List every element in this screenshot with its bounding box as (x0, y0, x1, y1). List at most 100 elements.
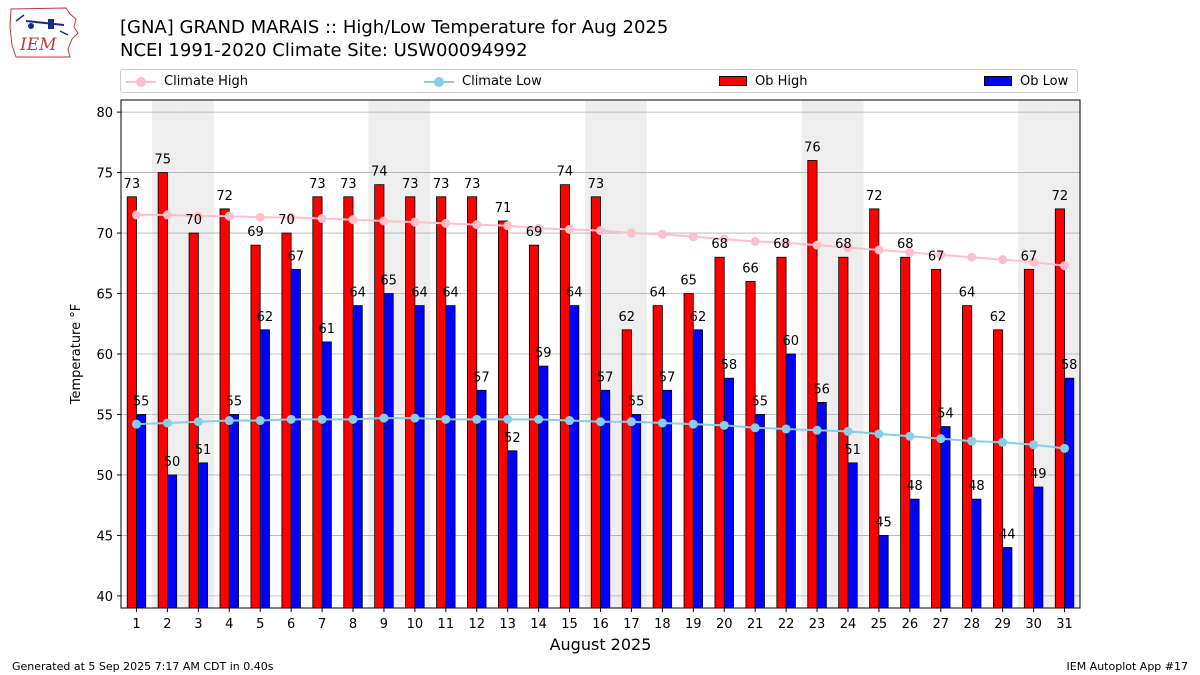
legend-label: Climate High (164, 74, 249, 89)
ob-high-label: 69 (526, 225, 543, 240)
ob-low-label: 56 (813, 382, 830, 397)
x-tick-label: 24 (840, 617, 857, 632)
x-tick-label: 3 (194, 617, 202, 632)
x-tick-label: 7 (318, 617, 326, 632)
ob-low-label: 48 (906, 479, 923, 494)
ob-high-label: 68 (711, 237, 728, 252)
climate-low-point (936, 434, 946, 444)
climate-low-point (812, 425, 822, 435)
legend-item-ob-high: Ob High (719, 73, 808, 91)
climate-high-point (874, 245, 884, 255)
ob-high-label: 66 (742, 261, 759, 276)
x-tick-label: 5 (256, 617, 264, 632)
ob-high-label: 73 (433, 177, 450, 192)
ob-low-label: 45 (875, 515, 892, 530)
climate-high-point (131, 210, 141, 220)
climate-high-point (967, 252, 977, 262)
x-tick-label: 30 (1025, 617, 1042, 632)
ob-low-label: 49 (1030, 467, 1047, 482)
ob-high-label: 67 (928, 249, 945, 264)
climate-high-point (348, 215, 358, 225)
climate-high-point (565, 224, 575, 234)
climate-low-point (1060, 443, 1070, 453)
y-tick-label: 60 (96, 348, 113, 363)
ob-low-bar (321, 341, 332, 609)
ob-high-label: 73 (464, 177, 481, 192)
climate-low-point (998, 437, 1008, 447)
climate-high-point (286, 212, 296, 222)
ob-high-bar (343, 196, 354, 609)
ob-low-label: 51 (195, 443, 212, 458)
climate-low-point (317, 414, 327, 424)
x-axis-label: August 2025 (550, 635, 652, 654)
climate-high-swatch (126, 73, 156, 91)
ob-low-bar (352, 305, 363, 609)
ob-high-bar (714, 256, 725, 609)
ob-high-bar (528, 244, 540, 609)
ob-low-bar (1033, 486, 1044, 609)
climate-high-point (503, 221, 513, 231)
ob-high-bar (405, 196, 416, 609)
x-tick-label: 6 (287, 617, 295, 632)
x-tick-label: 17 (623, 617, 640, 632)
ob-high-label: 69 (247, 225, 264, 240)
climate-low-swatch (424, 73, 454, 91)
ob-low-bar (414, 305, 425, 609)
climate-low-point (224, 416, 234, 426)
climate-low-point (410, 413, 420, 423)
ob-low-bar (228, 414, 239, 609)
ob-high-bar (590, 196, 601, 609)
ob-low-bar (971, 498, 982, 609)
ob-low-bar (692, 329, 703, 609)
climate-low-point (348, 414, 358, 424)
climate-low-point (255, 416, 265, 426)
ob-high-label: 74 (557, 165, 574, 180)
legend-item-climate-high: Climate High (126, 73, 248, 91)
ob-low-label: 54 (937, 407, 954, 422)
ob-low-label: 64 (349, 286, 366, 301)
climate-low-point (719, 420, 729, 430)
x-tick-label: 2 (163, 617, 171, 632)
climate-low-point (286, 414, 296, 424)
y-tick-label: 65 (96, 288, 113, 303)
climate-low-point (905, 431, 915, 441)
ob-low-label: 57 (597, 370, 614, 385)
ob-low-bar (909, 498, 920, 609)
y-axis-label: Temperature °F (69, 304, 84, 405)
y-tick-label: 40 (96, 590, 113, 605)
climate-high-point (719, 234, 729, 244)
y-tick-label: 75 (96, 167, 113, 182)
ob-high-label: 70 (278, 213, 295, 228)
x-tick-label: 15 (561, 617, 578, 632)
ob-low-label: 65 (380, 274, 397, 289)
climate-high-point (379, 216, 389, 226)
ob-low-bar (136, 414, 147, 609)
ob-low-bar (538, 365, 549, 609)
ob-low-bar (940, 426, 951, 609)
ob-high-label: 71 (495, 201, 512, 216)
y-tick-label: 80 (96, 106, 113, 121)
y-tick-label: 45 (96, 529, 113, 544)
ob-high-label: 73 (402, 177, 419, 192)
climate-low-point (750, 423, 760, 433)
ob-low-label: 55 (752, 394, 769, 409)
climate-low-point (596, 417, 605, 427)
ob-high-label: 62 (990, 310, 1007, 325)
ob-low-label: 44 (999, 528, 1016, 543)
climate-high-point (998, 255, 1008, 265)
ob-low-label: 64 (566, 286, 583, 301)
ob-high-label: 72 (216, 189, 233, 204)
climate-low-point (534, 414, 544, 424)
climate-high-point (224, 211, 234, 221)
climate-high-point (688, 232, 698, 242)
climate-high-point (657, 229, 667, 239)
ob-low-label: 55 (628, 394, 645, 409)
ob-low-swatch (984, 75, 1012, 86)
climate-low-point (843, 426, 853, 436)
ob-low-label: 58 (1061, 358, 1078, 373)
climate-high-point (410, 217, 420, 227)
ob-high-bar (992, 329, 1004, 609)
x-tick-label: 1 (132, 617, 140, 632)
ob-high-label: 67 (1021, 249, 1038, 264)
x-tick-label: 20 (716, 617, 733, 632)
